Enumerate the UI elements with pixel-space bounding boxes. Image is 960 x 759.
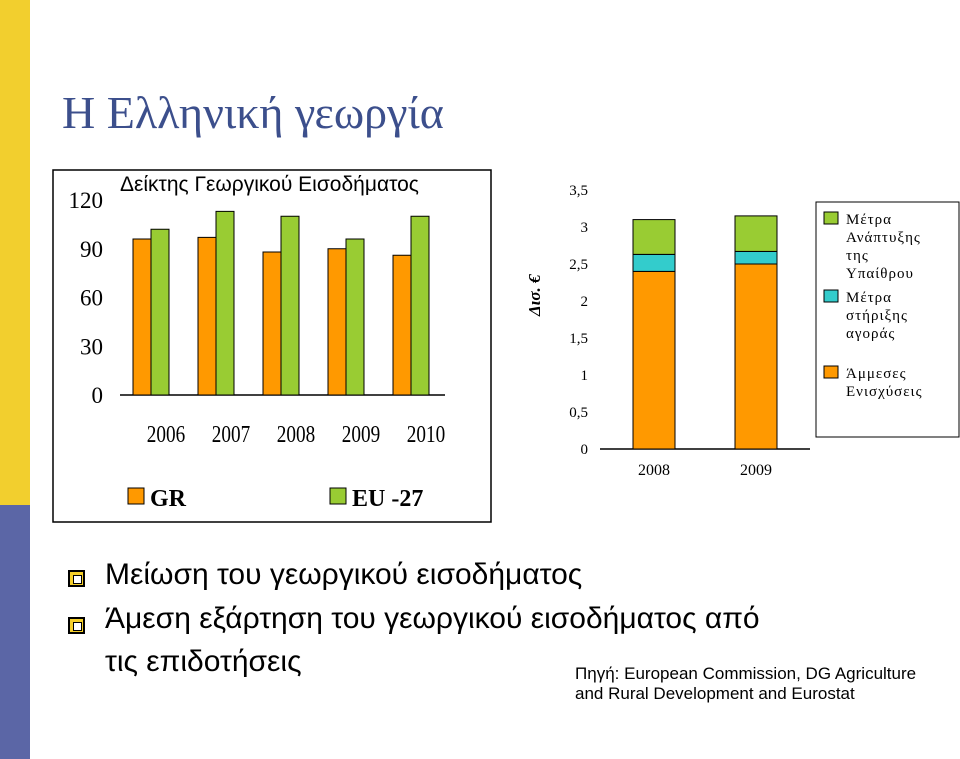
- chart2-y-tick-label: 2,5: [569, 257, 588, 273]
- chart1-bar-eu27: [280, 215, 300, 396]
- bullet-text-2: Άμεση εξάρτηση του γεωργικού εισοδήματος…: [105, 602, 760, 635]
- chart2-legend-swatch: [823, 365, 839, 379]
- accent-bar-top: [0, 0, 30, 505]
- chart1-bar-gr: [327, 248, 347, 396]
- chart2-y-tick-label: 0,5: [569, 405, 588, 421]
- chart1-legend-label: EU -27: [352, 486, 423, 512]
- chart2-x-tick-label: 2008: [638, 462, 670, 479]
- chart2-legend-label-line: αγοράς: [846, 326, 895, 342]
- chart2-legend-label: Μέτρα Ανάπτυξης της Υπαίθρου: [846, 212, 921, 282]
- chart2-legend-swatch: [823, 211, 839, 225]
- chart2-x-tick-label: 2009: [740, 462, 772, 479]
- chart2-legend-label: Άμμεσες Ενισχύσεις: [846, 366, 923, 400]
- chart2-bar-rural: [734, 215, 778, 252]
- chart2-legend-label-line: της: [846, 248, 869, 264]
- chart2-legend-label-line: Ανάπτυξης: [846, 230, 921, 246]
- chart1-title: Δείκτης Γεωργικού Εισοδήματος: [120, 173, 419, 196]
- chart1-y-tick-label: 120: [69, 188, 104, 213]
- chart2-legend-label: Μέτρα στήριξης αγοράς: [846, 290, 908, 342]
- chart1-y-tick-label: 30: [80, 334, 103, 359]
- chart1-x-tick-label: 2010: [407, 421, 445, 448]
- chart1-bar-eu27: [345, 238, 365, 396]
- chart2-legend-label-line: Άμμεσες: [846, 366, 907, 382]
- chart1-y-tick-label: 60: [80, 286, 103, 311]
- chart1-y-tick-label: 0: [92, 383, 104, 408]
- chart1-bar-eu27: [215, 210, 235, 396]
- chart2-legend-label-line: Μέτρα: [846, 290, 892, 306]
- source-line-1: Πηγή: European Commission, DG Agricultur…: [575, 664, 917, 683]
- bullet-text-3: τις επιδοτήσεις: [105, 645, 302, 678]
- chart1-bar-gr: [262, 251, 282, 396]
- chart1-legend-swatch: [127, 487, 145, 505]
- chart1-x-tick-label: 2007: [212, 421, 250, 448]
- chart2-bar-market: [632, 253, 676, 272]
- chart1-x-tick-label: 2009: [342, 421, 380, 448]
- chart1-x-tick-label: 2008: [277, 421, 315, 448]
- bullet-icon: [68, 570, 85, 587]
- chart1-legend-swatch: [329, 487, 347, 505]
- chart2-y-axis-label: Δισ. €: [525, 274, 544, 317]
- chart2-legend-label-line: Μέτρα: [846, 212, 892, 228]
- chart1-bar-gr: [392, 254, 412, 396]
- chart2-y-tick-label: 1: [581, 368, 589, 384]
- chart2-bar-direct: [632, 270, 676, 450]
- bullet-text-1: Μείωση του γεωργικού εισοδήματος: [105, 558, 583, 591]
- chart2-legend-label-line: στήριξης: [846, 308, 908, 324]
- chart1-y-tick-label: 90: [80, 237, 103, 262]
- chart1-bar-eu27: [410, 215, 430, 396]
- chart2-y-tick-label: 3: [581, 220, 589, 236]
- chart1-bar-gr: [132, 238, 152, 396]
- chart2-bar-direct: [734, 263, 778, 450]
- chart2-y-tick-label: 3,5: [569, 183, 588, 199]
- bullet-icon: [68, 617, 85, 634]
- chart1-bar-eu27: [150, 228, 170, 396]
- slide-title: Η Ελληνική γεωργία: [62, 87, 444, 138]
- chart2-bar-market: [734, 250, 778, 265]
- chart2-y-tick-label: 1,5: [569, 331, 588, 347]
- chart2-legend-swatch: [823, 289, 839, 303]
- chart1-bar-gr: [197, 236, 217, 396]
- source-line-2: and Rural Development and Eurostat: [575, 684, 855, 703]
- chart2-legend-label-line: Υπαίθρου: [846, 266, 914, 282]
- chart2-y-tick-label: 0: [581, 442, 589, 458]
- chart1-legend-label: GR: [150, 486, 187, 512]
- chart2-legend-frame: [815, 201, 960, 438]
- chart2-bar-rural: [632, 219, 676, 255]
- chart1-x-tick-label: 2006: [147, 421, 185, 448]
- chart2-y-tick-label: 2: [581, 294, 589, 310]
- source-note: Πηγή: European Commission, DG Agricultur…: [575, 664, 916, 704]
- accent-bar-bottom: [0, 505, 30, 759]
- chart2-legend-label-line: Ενισχύσεις: [846, 384, 923, 400]
